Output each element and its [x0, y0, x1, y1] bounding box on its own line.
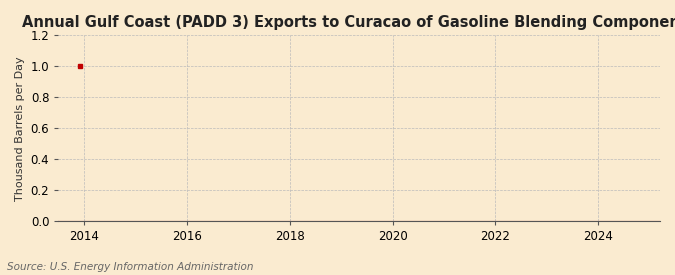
Title: Annual Gulf Coast (PADD 3) Exports to Curacao of Gasoline Blending Components: Annual Gulf Coast (PADD 3) Exports to Cu… [22, 15, 675, 30]
Y-axis label: Thousand Barrels per Day: Thousand Barrels per Day [15, 56, 25, 201]
Text: Source: U.S. Energy Information Administration: Source: U.S. Energy Information Administ… [7, 262, 253, 272]
